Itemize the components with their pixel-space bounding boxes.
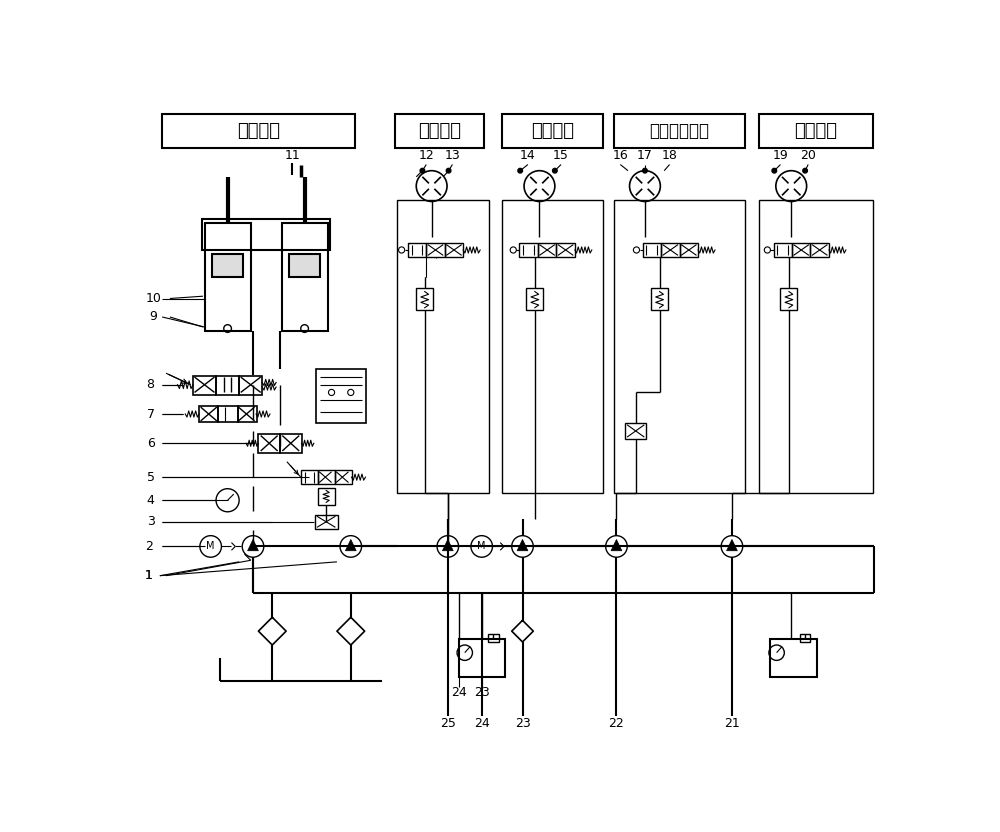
Bar xyxy=(408,243,426,257)
Bar xyxy=(625,423,646,438)
Bar xyxy=(538,243,556,257)
Bar xyxy=(526,289,543,310)
Bar xyxy=(502,200,603,493)
Bar xyxy=(397,200,489,493)
Text: 3: 3 xyxy=(147,515,155,528)
Text: 搅拌系统: 搅拌系统 xyxy=(531,121,574,140)
Circle shape xyxy=(446,168,451,173)
Circle shape xyxy=(518,168,523,173)
Bar xyxy=(239,375,262,394)
Bar xyxy=(318,470,335,484)
Text: 9: 9 xyxy=(150,310,158,324)
Text: 21: 21 xyxy=(724,717,740,730)
Bar xyxy=(519,243,538,257)
Bar xyxy=(643,243,661,257)
Circle shape xyxy=(772,168,777,173)
Circle shape xyxy=(420,168,425,173)
Text: 20: 20 xyxy=(800,149,816,161)
Bar xyxy=(426,243,445,257)
Text: 供水系统: 供水系统 xyxy=(794,121,837,140)
Circle shape xyxy=(643,168,647,173)
Text: 4: 4 xyxy=(147,493,155,507)
Text: 2: 2 xyxy=(145,540,153,553)
Bar xyxy=(800,634,810,642)
Text: 18: 18 xyxy=(662,149,678,161)
Polygon shape xyxy=(611,539,622,551)
Bar xyxy=(318,488,335,505)
Bar xyxy=(282,223,328,331)
Text: 1: 1 xyxy=(145,569,153,582)
Bar xyxy=(315,515,338,528)
Bar xyxy=(759,114,873,148)
Text: 13: 13 xyxy=(445,149,460,161)
Text: 23: 23 xyxy=(515,717,530,730)
Bar xyxy=(614,200,745,493)
Bar xyxy=(199,405,218,423)
Text: 24: 24 xyxy=(451,686,466,699)
Text: 14: 14 xyxy=(520,149,536,161)
Bar xyxy=(212,254,243,277)
Bar xyxy=(792,243,810,257)
Text: 1: 1 xyxy=(145,569,153,582)
Polygon shape xyxy=(442,539,453,551)
Bar xyxy=(202,219,330,250)
Text: 6: 6 xyxy=(147,437,155,450)
Bar xyxy=(216,375,239,394)
Bar xyxy=(770,639,817,677)
Bar xyxy=(280,434,302,453)
Bar xyxy=(238,405,257,423)
Polygon shape xyxy=(345,539,356,551)
Circle shape xyxy=(553,168,557,173)
Text: 螺旋上料系统: 螺旋上料系统 xyxy=(650,121,710,140)
Bar xyxy=(162,114,355,148)
Bar xyxy=(502,114,603,148)
Text: 24: 24 xyxy=(474,717,490,730)
Text: 22: 22 xyxy=(609,717,624,730)
Text: M: M xyxy=(206,542,215,552)
Text: 8: 8 xyxy=(147,379,155,391)
Text: 17: 17 xyxy=(637,149,653,161)
Bar xyxy=(205,223,251,331)
Bar xyxy=(335,470,352,484)
Bar xyxy=(780,289,797,310)
Bar xyxy=(258,434,280,453)
Bar xyxy=(289,254,320,277)
Bar xyxy=(614,114,745,148)
Text: 泵送系统: 泵送系统 xyxy=(237,121,280,140)
Bar xyxy=(661,243,680,257)
Text: 10: 10 xyxy=(146,292,162,305)
Text: 发泡系统: 发泡系统 xyxy=(419,121,462,140)
Bar xyxy=(301,470,318,484)
Polygon shape xyxy=(727,539,737,551)
Text: 11: 11 xyxy=(284,149,300,161)
Bar xyxy=(445,243,463,257)
Text: 12: 12 xyxy=(418,149,434,161)
Bar xyxy=(459,639,505,677)
Text: 5: 5 xyxy=(147,471,155,483)
Polygon shape xyxy=(517,539,528,551)
Bar xyxy=(759,200,873,493)
Text: M: M xyxy=(477,542,486,552)
Bar xyxy=(556,243,575,257)
Bar xyxy=(488,634,499,642)
Text: 16: 16 xyxy=(612,149,628,161)
Text: 25: 25 xyxy=(440,717,456,730)
Bar xyxy=(774,243,792,257)
Bar xyxy=(651,289,668,310)
Bar xyxy=(680,243,698,257)
Circle shape xyxy=(803,168,807,173)
Bar xyxy=(218,405,238,423)
Polygon shape xyxy=(248,539,258,551)
Text: 7: 7 xyxy=(147,408,155,420)
Text: 23: 23 xyxy=(474,686,490,699)
Bar xyxy=(395,114,484,148)
Text: 19: 19 xyxy=(773,149,788,161)
Bar xyxy=(193,375,216,394)
Text: 15: 15 xyxy=(553,149,569,161)
Bar xyxy=(810,243,829,257)
Bar xyxy=(316,369,366,423)
Bar xyxy=(416,289,433,310)
